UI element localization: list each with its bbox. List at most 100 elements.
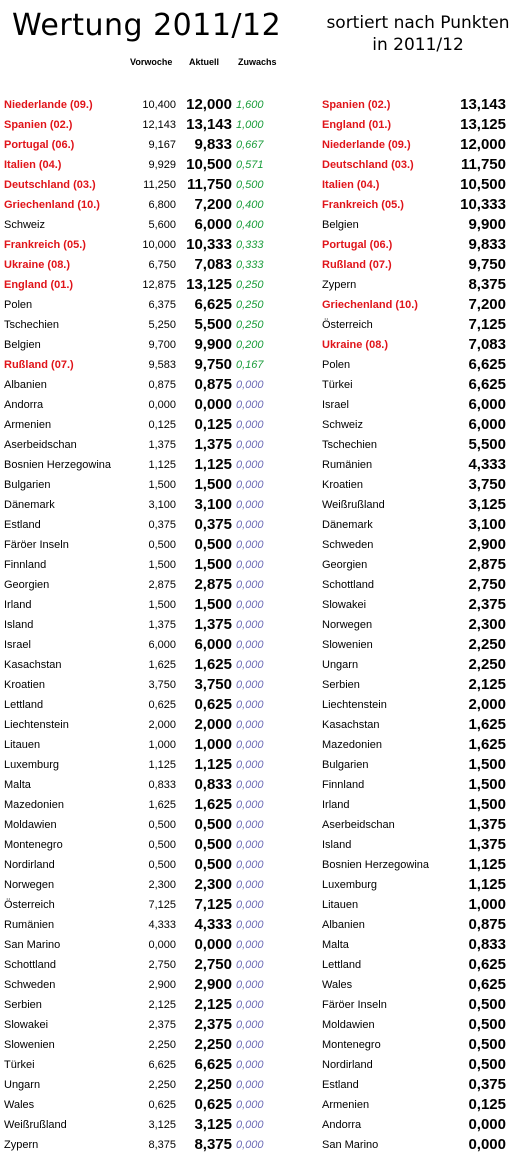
country-name: Kasachstan bbox=[4, 659, 62, 671]
country-name: Polen bbox=[4, 299, 33, 311]
country-name: Rumänien bbox=[322, 459, 373, 471]
country-name: Andorra bbox=[4, 399, 44, 411]
current-value: 11,750 bbox=[186, 176, 232, 193]
right-table-row: Türkei 6,625 bbox=[322, 375, 522, 395]
current-value: 0,625 bbox=[194, 1096, 232, 1113]
left-table-row: Finnland 1,500 1,500 0,000 bbox=[4, 555, 294, 575]
current-value: 1,500 bbox=[194, 596, 232, 613]
left-table-row: Montenegro 0,500 0,500 0,000 bbox=[4, 835, 294, 855]
left-table-row: Niederlande (09.) 10,400 12,000 1,600 bbox=[4, 95, 294, 115]
previous-value: 3,100 bbox=[148, 499, 176, 511]
current-value: 4,333 bbox=[194, 916, 232, 933]
right-table-row: Island 1,375 bbox=[322, 835, 522, 855]
previous-value: 9,700 bbox=[148, 339, 176, 351]
right-table-row: Bulgarien 1,500 bbox=[322, 755, 522, 775]
previous-value: 12,143 bbox=[142, 119, 176, 131]
current-value: 2,375 bbox=[194, 1016, 232, 1033]
current-value: 1,625 bbox=[194, 796, 232, 813]
country-name: Andorra bbox=[322, 1119, 362, 1131]
country-name: Israel bbox=[4, 639, 31, 651]
current-value: 6,625 bbox=[194, 1056, 232, 1073]
country-name: Schottland bbox=[4, 959, 56, 971]
country-name: Griechenland (10.) bbox=[322, 299, 418, 311]
right-table-row: Lettland 0,625 bbox=[322, 955, 522, 975]
country-name: Weißrußland bbox=[322, 499, 385, 511]
gain-value: 0,000 bbox=[236, 439, 264, 451]
previous-value: 0,375 bbox=[148, 519, 176, 531]
country-name: Zypern bbox=[4, 1139, 39, 1151]
country-name: Kroatien bbox=[4, 679, 45, 691]
left-table-row: Lettland 0,625 0,625 0,000 bbox=[4, 695, 294, 715]
current-value: 1,000 bbox=[468, 896, 506, 913]
right-table-row: Wales 0,625 bbox=[322, 975, 522, 995]
current-value: 5,500 bbox=[468, 436, 506, 453]
country-name: Irland bbox=[322, 799, 350, 811]
country-name: Georgien bbox=[322, 559, 368, 571]
gain-value: 0,000 bbox=[236, 379, 264, 391]
right-table-row: Schottland 2,750 bbox=[322, 575, 522, 595]
country-name: Liechtenstein bbox=[322, 699, 387, 711]
right-table-row: Rumänien 4,333 bbox=[322, 455, 522, 475]
left-table-row: Malta 0,833 0,833 0,000 bbox=[4, 775, 294, 795]
previous-value: 0,875 bbox=[148, 379, 176, 391]
country-name: Rumänien bbox=[4, 919, 55, 931]
country-name: Färöer Inseln bbox=[4, 539, 69, 551]
left-table-row: Mazedonien 1,625 1,625 0,000 bbox=[4, 795, 294, 815]
left-table-row: Polen 6,375 6,625 0,250 bbox=[4, 295, 294, 315]
country-name: Liechtenstein bbox=[4, 719, 69, 731]
country-name: Malta bbox=[4, 779, 31, 791]
gain-value: 0,000 bbox=[236, 879, 264, 891]
current-value: 10,333 bbox=[460, 196, 506, 213]
current-value: 0,833 bbox=[194, 776, 232, 793]
current-value: 1,125 bbox=[468, 856, 506, 873]
right-table-row: Nordirland 0,500 bbox=[322, 1055, 522, 1075]
previous-value: 4,333 bbox=[148, 919, 176, 931]
gain-value: 0,250 bbox=[236, 299, 264, 311]
country-name: Wales bbox=[4, 1099, 35, 1111]
previous-value: 0,625 bbox=[148, 699, 176, 711]
gain-value: 0,000 bbox=[236, 719, 264, 731]
country-name: Wales bbox=[322, 979, 353, 991]
current-value: 2,750 bbox=[468, 576, 506, 593]
left-table-row: Irland 1,500 1,500 0,000 bbox=[4, 595, 294, 615]
right-table-row: Liechtenstein 2,000 bbox=[322, 695, 522, 715]
gain-value: 0,000 bbox=[236, 839, 264, 851]
left-table-row: Aserbeidschan 1,375 1,375 0,000 bbox=[4, 435, 294, 455]
current-value: 2,300 bbox=[468, 616, 506, 633]
gain-value: 0,000 bbox=[236, 819, 264, 831]
right-table-row: Zypern 8,375 bbox=[322, 275, 522, 295]
country-name: Aserbeidschan bbox=[4, 439, 77, 451]
gain-value: 0,250 bbox=[236, 319, 264, 331]
left-table-row: Schweden 2,900 2,900 0,000 bbox=[4, 975, 294, 995]
gain-value: 0,000 bbox=[236, 759, 264, 771]
right-table-row: Aserbeidschan 1,375 bbox=[322, 815, 522, 835]
current-value: 0,000 bbox=[468, 1116, 506, 1133]
country-name: Bosnien Herzegowina bbox=[4, 459, 112, 471]
current-value: 13,143 bbox=[186, 116, 232, 133]
country-name: Weißrußland bbox=[4, 1119, 67, 1131]
right-table-row: Andorra 0,000 bbox=[322, 1115, 522, 1135]
left-table-row: San Marino 0,000 0,000 0,000 bbox=[4, 935, 294, 955]
gain-value: 0,000 bbox=[236, 859, 264, 871]
right-table-row: Niederlande (09.) 12,000 bbox=[322, 135, 522, 155]
current-value: 1,375 bbox=[194, 436, 232, 453]
current-value: 6,625 bbox=[194, 296, 232, 313]
current-value: 9,750 bbox=[194, 356, 232, 373]
gain-value: 0,000 bbox=[236, 639, 264, 651]
gain-value: 0,400 bbox=[236, 219, 264, 231]
gain-value: 0,000 bbox=[236, 779, 264, 791]
right-table-row: Slowakei 2,375 bbox=[322, 595, 522, 615]
country-name: Moldawien bbox=[4, 819, 57, 831]
right-table-row: Norwegen 2,300 bbox=[322, 615, 522, 635]
current-value: 0,875 bbox=[194, 376, 232, 393]
country-name: Spanien (02.) bbox=[4, 119, 73, 131]
right-table-row: Kroatien 3,750 bbox=[322, 475, 522, 495]
left-table-row: Israel 6,000 6,000 0,000 bbox=[4, 635, 294, 655]
right-table-row: Italien (04.) 10,500 bbox=[322, 175, 522, 195]
country-name: Litauen bbox=[322, 899, 359, 911]
previous-value: 9,583 bbox=[148, 359, 176, 371]
country-name: Slowakei bbox=[322, 599, 367, 611]
country-name: Israel bbox=[322, 399, 349, 411]
country-name: Estland bbox=[4, 519, 41, 531]
country-name: Albanien bbox=[4, 379, 47, 391]
